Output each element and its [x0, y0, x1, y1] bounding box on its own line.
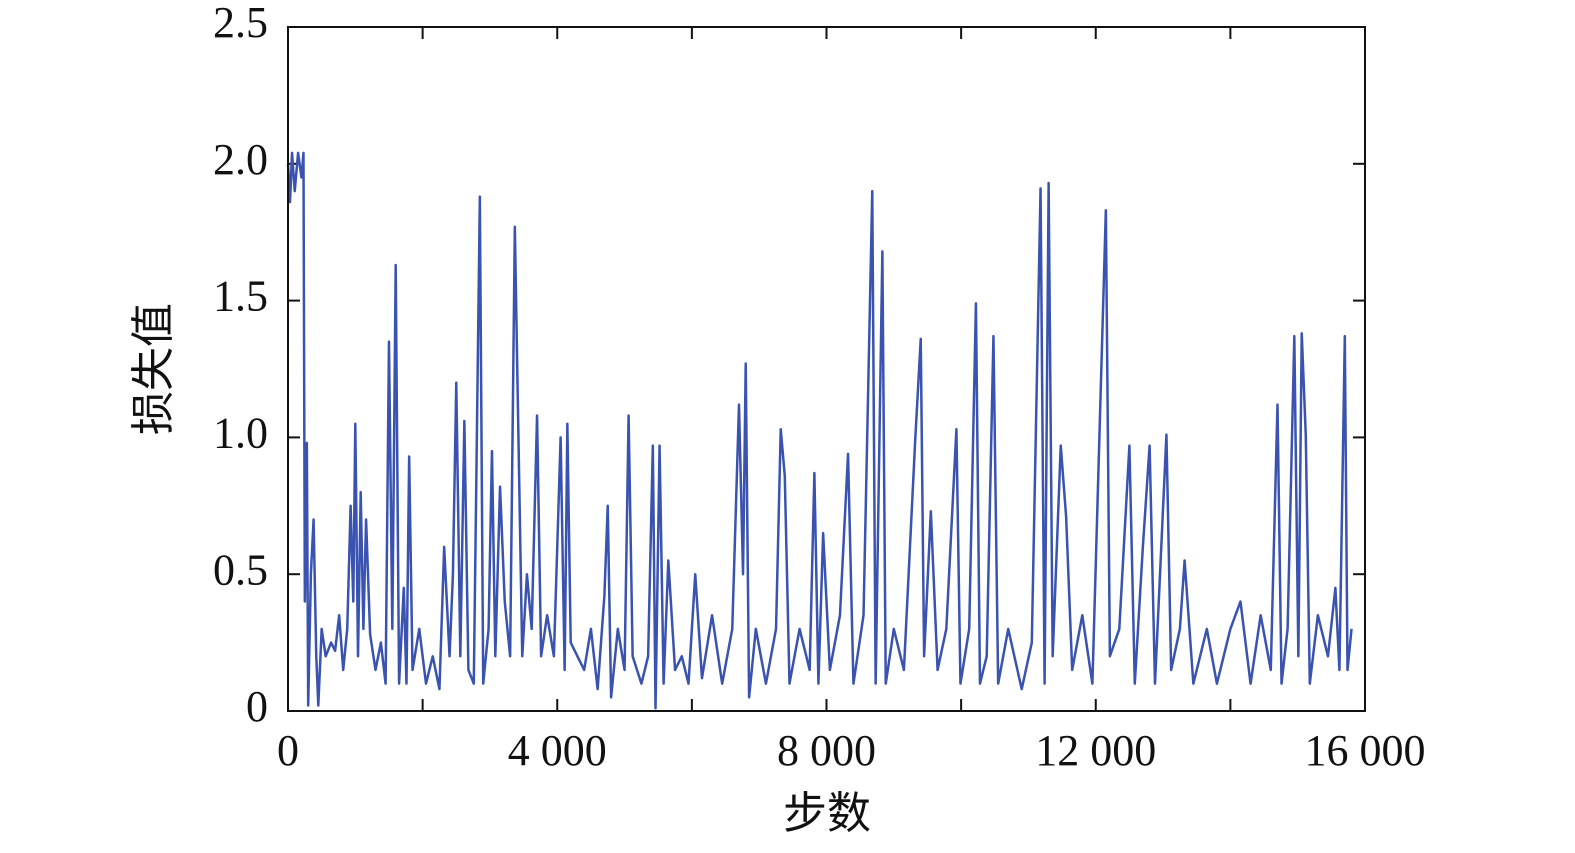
y-axis-label: 损失值: [129, 303, 178, 435]
x-tick-label: 12 000: [1035, 726, 1156, 775]
y-tick-label: 1.5: [213, 272, 268, 321]
y-tick-label: 2.0: [213, 135, 268, 184]
loss-line: [286, 151, 1353, 710]
x-axis-label: 步数: [783, 789, 871, 838]
y-tick-label: 1.0: [213, 408, 268, 457]
y-tick-label: 2.5: [213, 0, 268, 47]
x-tick-label: 8 000: [777, 726, 876, 775]
x-tick-label: 0: [277, 726, 299, 775]
plot-frame: [287, 26, 1366, 712]
x-tick-label: 4 000: [508, 726, 607, 775]
y-tick-label: 0: [246, 682, 268, 731]
x-tick-label: 16 000: [1305, 726, 1426, 775]
y-tick-label: 0.5: [213, 545, 268, 594]
